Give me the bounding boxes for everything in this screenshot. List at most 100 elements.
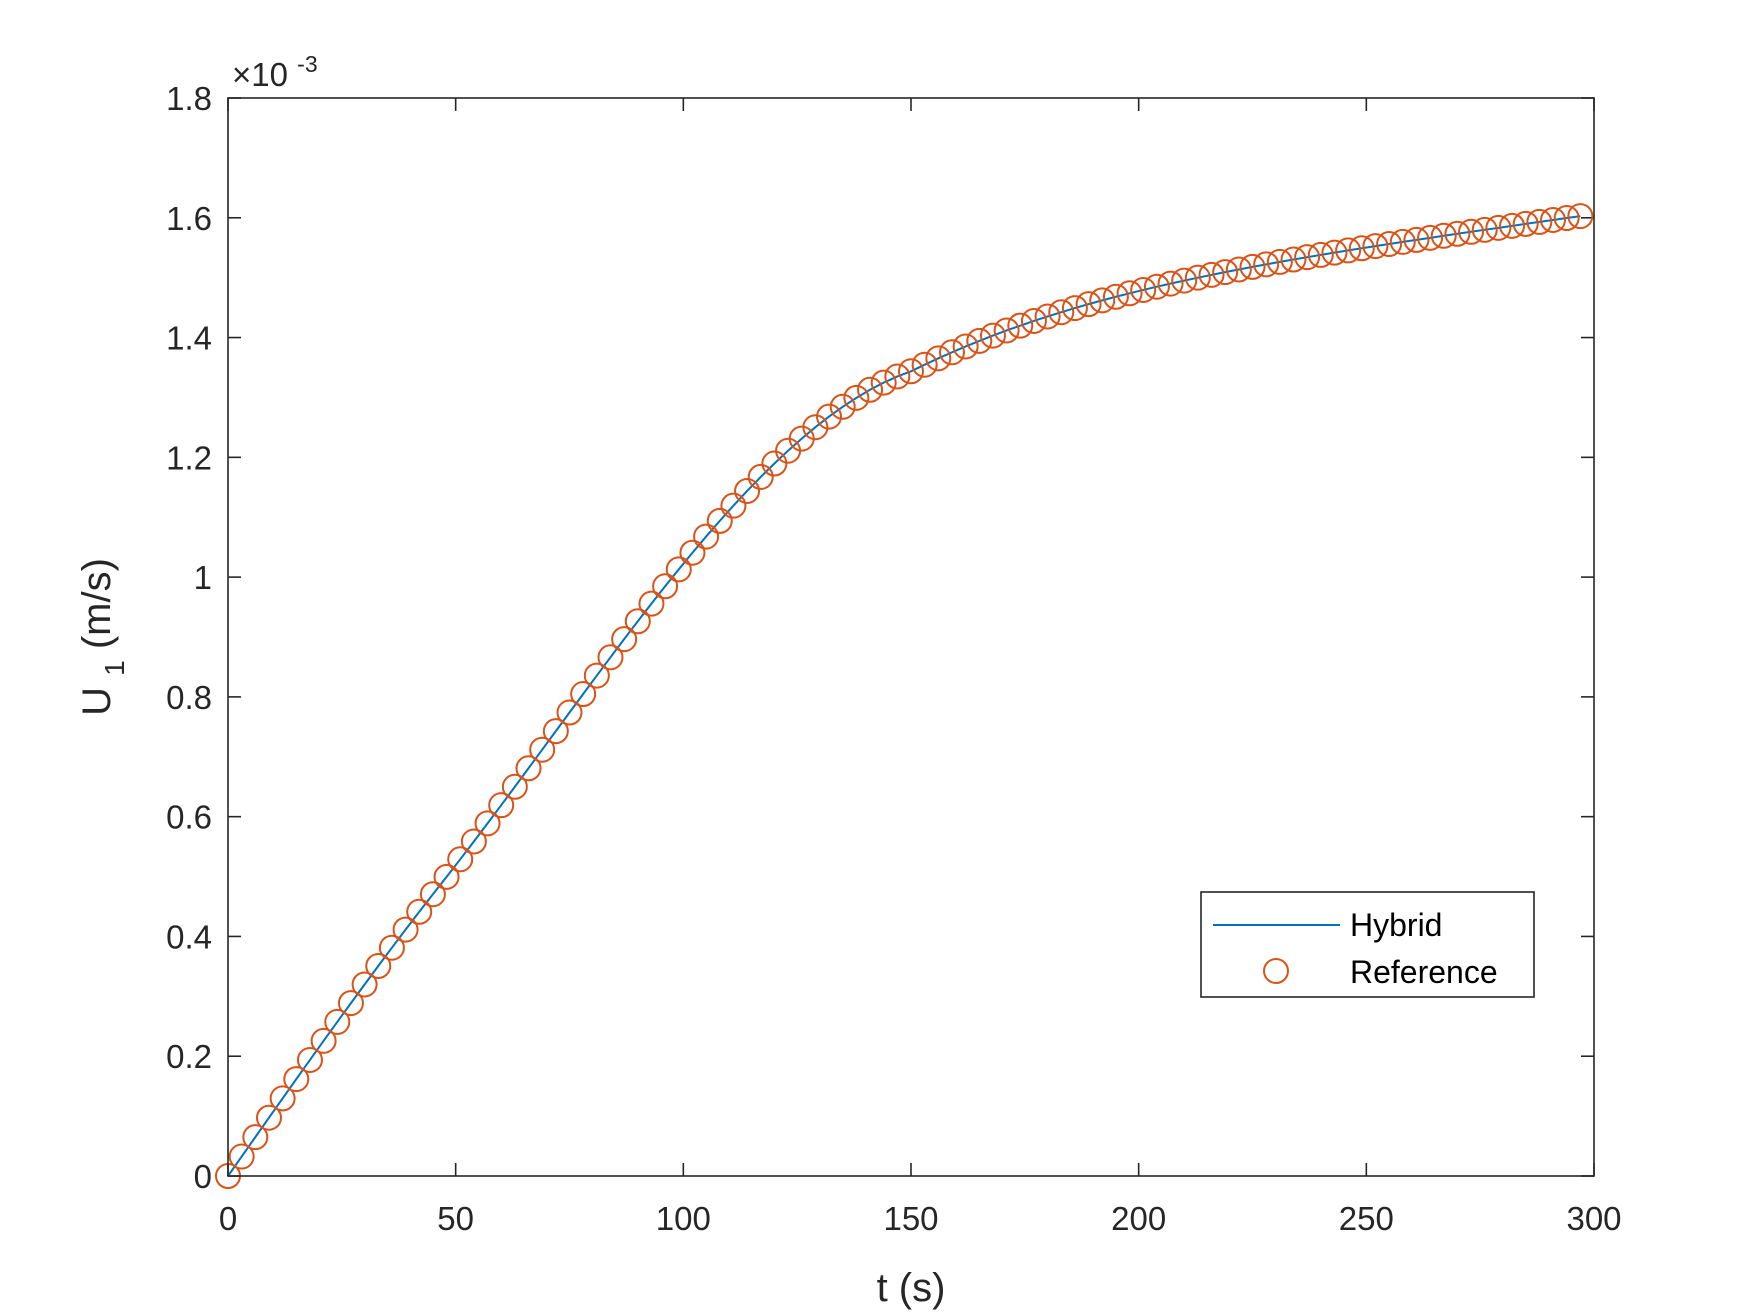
x-tick-label: 200 (1111, 1200, 1166, 1237)
y-tick-label: 0.6 (166, 799, 212, 836)
reference-point (1007, 312, 1034, 339)
reference-point (693, 523, 720, 550)
reference-point (1321, 239, 1348, 266)
reference-point (419, 881, 446, 908)
y-tick-label: 0.8 (166, 679, 212, 716)
reference-point (1430, 222, 1457, 249)
reference-point (460, 828, 487, 855)
reference-point (583, 662, 610, 689)
reference-point (870, 369, 897, 396)
y-tick-label: 1.4 (166, 320, 212, 357)
reference-point (1553, 205, 1580, 232)
reference-point (1512, 210, 1539, 237)
reference-point (1499, 212, 1526, 239)
y-tick-labels: 0 0.2 0.4 0.6 0.8 1 1.2 1.4 1.6 1.8 (166, 80, 212, 1195)
reference-point (665, 556, 692, 583)
reference-point (597, 644, 624, 671)
exponent-power: -3 (297, 51, 317, 77)
reference-point (706, 507, 733, 534)
reference-point (570, 681, 597, 708)
x-tick-label: 150 (883, 1200, 938, 1237)
reference-point (378, 934, 405, 961)
reference-point (857, 376, 884, 403)
reference-point (515, 755, 542, 782)
legend-hybrid-label: Hybrid (1350, 907, 1442, 943)
reference-point (952, 333, 979, 360)
legend-reference-marker (1263, 958, 1289, 984)
reference-point (1130, 276, 1157, 303)
reference-point (1048, 299, 1075, 326)
reference-point (734, 477, 761, 504)
x-tick-label: 250 (1339, 1200, 1394, 1237)
reference-point (1526, 208, 1553, 235)
reference-point (351, 971, 378, 998)
reference-point (802, 414, 829, 441)
reference-point (747, 463, 774, 490)
reference-point (433, 863, 460, 890)
y-axis-label-subscript: 1 (99, 660, 130, 676)
reference-point (1458, 218, 1485, 245)
reference-point (898, 358, 924, 385)
reference-point (1157, 270, 1184, 297)
reference-point (1225, 256, 1252, 283)
y-tick-label: 1 (194, 559, 212, 596)
reference-point (1335, 237, 1362, 264)
reference-point (638, 590, 665, 617)
y-tick-label: 0 (194, 1158, 212, 1195)
reference-point (1102, 283, 1129, 310)
reference-point (884, 363, 911, 390)
reference-point (296, 1046, 323, 1073)
reference-point (228, 1143, 255, 1170)
reference-point (1567, 203, 1594, 230)
reference-point (529, 736, 556, 763)
legend-reference-label: Reference (1350, 954, 1498, 990)
y-axis-label: U 1 (m/s) (75, 558, 133, 716)
reference-point (1075, 291, 1102, 318)
reference-point (1212, 259, 1239, 286)
reference-point (406, 898, 433, 925)
y-exponent-label: ×10 -3 (232, 51, 318, 93)
reference-point (1116, 280, 1143, 307)
reference-point (1089, 287, 1116, 314)
reference-point (324, 1008, 351, 1035)
reference-point (993, 317, 1020, 344)
reference-point (1198, 261, 1225, 288)
reference-point (337, 990, 364, 1017)
y-tick-label: 1.8 (166, 80, 212, 117)
y-tick-label: 1.2 (166, 439, 212, 476)
reference-point (1061, 295, 1088, 322)
reference-point (310, 1027, 337, 1054)
x-tick-label: 100 (656, 1200, 711, 1237)
x-axis-label: t (s) (877, 1266, 946, 1310)
reference-point (1143, 273, 1170, 300)
exponent-prefix: ×10 (232, 56, 288, 93)
x-tick-label: 300 (1566, 1200, 1621, 1237)
reference-point (1239, 253, 1266, 280)
reference-point (979, 322, 1006, 349)
reference-point (843, 384, 870, 411)
reference-point (365, 952, 392, 979)
reference-point (1485, 214, 1512, 241)
reference-point (283, 1066, 310, 1093)
reference-point (542, 718, 569, 745)
reference-point (242, 1124, 269, 1151)
reference-point (911, 351, 938, 378)
reference-point (829, 393, 856, 420)
reference-point (474, 810, 501, 837)
reference-point (1280, 246, 1307, 273)
reference-point (1540, 206, 1567, 233)
x-tick-labels: 0 50 100 150 200 250 300 (219, 1200, 1622, 1237)
reference-point (1444, 220, 1471, 247)
reference-point (966, 327, 993, 354)
reference-point (652, 573, 679, 600)
reference-point (447, 846, 474, 873)
reference-point (925, 345, 952, 372)
reference-point (1294, 244, 1321, 271)
y-tick-label: 0.4 (166, 918, 212, 955)
plot-frame (227, 97, 1595, 1177)
reference-point (1348, 235, 1375, 262)
y-tick-label: 1.6 (166, 200, 212, 237)
y-tick-label: 0.2 (166, 1038, 212, 1075)
reference-point (501, 773, 528, 800)
